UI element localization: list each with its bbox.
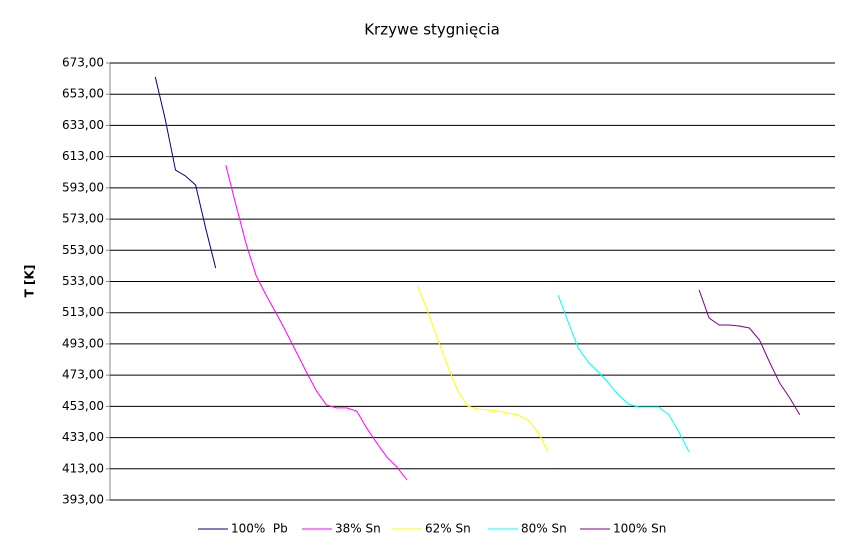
- y-tick-label: 653,00: [62, 87, 104, 101]
- y-tick-label: 513,00: [62, 305, 104, 319]
- y-tick-label: 673,00: [62, 56, 104, 70]
- y-tick-label: 493,00: [62, 336, 104, 350]
- legend-label: 100% Sn: [613, 522, 666, 536]
- legend-label: 38% Sn: [335, 522, 381, 536]
- legend-label: 80% Sn: [521, 522, 567, 536]
- series-line: [698, 289, 801, 416]
- legend-label: 100% Pb: [231, 522, 288, 536]
- legend-label: 62% Sn: [425, 522, 471, 536]
- y-tick-label: 633,00: [62, 118, 104, 132]
- y-tick-label: 593,00: [62, 180, 104, 194]
- series-line: [557, 294, 690, 453]
- y-tick-label: 613,00: [62, 149, 104, 163]
- y-axis-label: T [K]: [23, 265, 37, 298]
- chart-title: Krzywe stygnięcia: [364, 21, 500, 39]
- y-tick-label: 573,00: [62, 212, 104, 226]
- y-tick-label: 553,00: [62, 243, 104, 257]
- y-tick-label: 533,00: [62, 274, 104, 288]
- y-tick-label: 473,00: [62, 368, 104, 382]
- y-tick-label: 413,00: [62, 461, 104, 475]
- y-tick-label: 393,00: [62, 493, 104, 507]
- y-tick-label: 453,00: [62, 399, 104, 413]
- series-line: [225, 164, 408, 481]
- y-tick-label: 433,00: [62, 430, 104, 444]
- series-line: [416, 284, 549, 453]
- series-line: [154, 76, 217, 269]
